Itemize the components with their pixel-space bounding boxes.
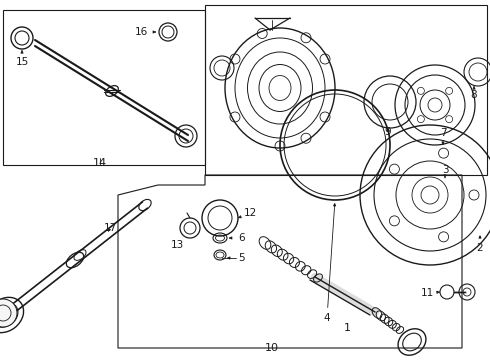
Text: 1: 1: [343, 323, 350, 333]
Text: 3: 3: [441, 165, 448, 178]
Text: 17: 17: [103, 223, 117, 233]
Circle shape: [0, 299, 17, 327]
Bar: [3, 10, 205, 165]
Text: 10: 10: [265, 343, 279, 353]
Text: 5: 5: [238, 253, 245, 263]
Text: 15: 15: [15, 51, 28, 67]
Bar: [205, 5, 487, 175]
Text: 13: 13: [171, 240, 184, 250]
Text: 6: 6: [238, 233, 245, 243]
Text: 7: 7: [440, 128, 446, 144]
Text: 12: 12: [238, 208, 257, 218]
Text: 9: 9: [385, 127, 392, 137]
Text: 8: 8: [471, 87, 477, 100]
Text: 14: 14: [93, 158, 107, 168]
Text: 4: 4: [324, 204, 336, 323]
Text: 16: 16: [135, 27, 148, 37]
Text: 2: 2: [477, 236, 483, 253]
Text: 11: 11: [420, 288, 440, 298]
